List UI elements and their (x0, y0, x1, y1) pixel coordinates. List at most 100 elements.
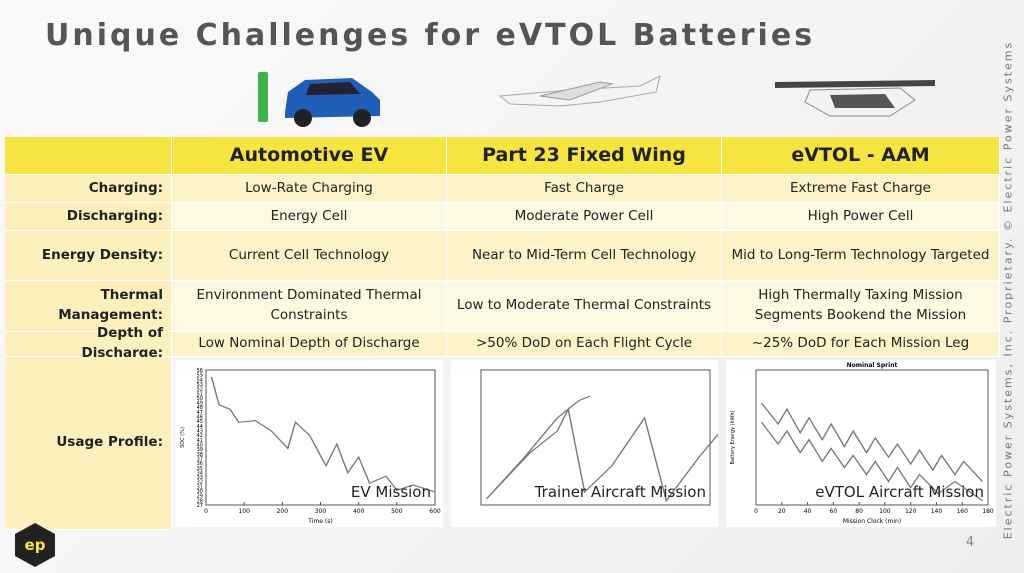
wing (539, 81, 614, 101)
x-tick-label: 60 (830, 508, 838, 515)
table-cell: Near to Mid-Term Cell Technology (447, 231, 722, 281)
table-cell: Environment Dominated Thermal Constraint… (172, 281, 447, 332)
usage-plot: Time (s) SOC (%) 0 100 200 300 400 500 600 272829… (176, 360, 443, 527)
y-tick-label: 50 (197, 396, 203, 402)
y-tick-label: 52 (197, 387, 203, 393)
x-tick-label: 100 (238, 508, 250, 515)
y-tick-label: 28 (197, 498, 203, 504)
plot-caption: eVTOL Aircraft Mission (815, 483, 984, 501)
row-label: Depth of Discharge: (5, 325, 172, 361)
car-window (306, 82, 360, 95)
y-tick-label: 40 (197, 442, 203, 448)
usage-plot: Trainer Aircraft Mission (451, 360, 718, 527)
table-cell: ~25% DoD for Each Mission Leg (722, 332, 1000, 357)
table-cell: High Thermally Taxing Mission Segments B… (722, 281, 1000, 332)
profile-curve (485, 395, 718, 503)
y-tick-label: 54 (197, 377, 203, 383)
x-tick-label: 140 (931, 508, 943, 515)
wheel (353, 109, 371, 127)
y-tick-label: 41 (197, 438, 203, 444)
table-cell: Energy Cell (172, 203, 447, 231)
y-tick-label: 56 (197, 368, 203, 374)
x-tick-label: 20 (778, 508, 786, 515)
table-cell: Low to Moderate Thermal Constraints (447, 281, 722, 332)
plot-caption: Trainer Aircraft Mission (534, 483, 706, 501)
logo-hex (15, 523, 55, 567)
y-tick-label: 36 (197, 461, 203, 467)
y-axis-label: Battery Energy (kWh) (730, 410, 736, 464)
y-tick-label: 48 (197, 405, 203, 411)
y-tick-label: 37 (197, 456, 203, 462)
y-tick-label: 47 (197, 410, 203, 416)
x-tick-label: 500 (391, 508, 403, 515)
table-cell: Low-Rate Charging (172, 175, 447, 203)
y-tick-label: 30 (197, 489, 203, 495)
x-axis-label: Mission Clock (min) (843, 518, 901, 525)
usage-plot: Nominal Sprint Mission Clock (min) Battery… (726, 360, 996, 527)
sidebar-text: Electric Power Systems, Inc. Proprietary… (1001, 40, 1015, 540)
x-tick-label: 100 (879, 508, 891, 515)
y-tick-label: 33 (197, 475, 203, 481)
logo: ep (15, 523, 55, 567)
y-tick-label: 49 (197, 401, 203, 407)
table-cell: Low Nominal Depth of Discharge (172, 332, 447, 357)
row-label: Energy Density: (5, 231, 172, 281)
y-tick-label: 45 (197, 419, 203, 425)
y-tick-label: 29 (197, 494, 203, 500)
column-header: Part 23 Fixed Wing (447, 137, 722, 175)
y-tick-label: 34 (197, 470, 203, 476)
logo-text: ep (25, 536, 46, 554)
y-tick-label: 46 (197, 415, 203, 421)
y-tick-label: 39 (197, 447, 203, 453)
row-label: Charging: (5, 175, 172, 203)
x-tick-label: 0 (204, 508, 208, 515)
column-header: eVTOL - AAM (722, 137, 1000, 175)
x-tick-label: 200 (277, 508, 289, 515)
x-tick-label: 300 (315, 508, 327, 515)
row-label: Discharging: (5, 203, 172, 231)
x-tick-label: 40 (804, 508, 812, 515)
table-cell: Extreme Fast Charge (722, 175, 1000, 203)
x-tick-label: 160 (956, 508, 968, 515)
table-cell: Moderate Power Cell (447, 203, 722, 231)
y-tick-label: 51 (197, 391, 203, 397)
evtol-cabin (830, 94, 895, 108)
column-header: Automotive EV (172, 137, 447, 175)
profile-curve (210, 376, 436, 493)
table-cell: Mid to Long-Term Technology Targeted (722, 231, 1000, 281)
x-tick-label: 120 (905, 508, 917, 515)
y-tick-label: 38 (197, 452, 203, 458)
x-tick-label: 80 (855, 508, 863, 515)
y-tick-label: 31 (197, 484, 203, 490)
y-tick-label: 44 (197, 424, 203, 430)
wheel (294, 109, 312, 127)
illustrations (258, 72, 935, 127)
x-tick-label: 180 (982, 508, 994, 515)
row-label: Thermal Management: (5, 281, 172, 332)
header-blank (5, 137, 172, 175)
charger (258, 72, 268, 122)
page-number: 4 (965, 535, 975, 550)
x-tick-label: 600 (429, 508, 441, 515)
y-tick-label: 32 (197, 480, 203, 486)
x-tick-label: 0 (754, 508, 758, 515)
plot-area (480, 369, 711, 506)
table-cell: >50% DoD on Each Flight Cycle (447, 332, 722, 357)
plot-area (755, 369, 989, 506)
x-axis-label: Time (s) (307, 518, 332, 525)
row-label: Usage Profile: (5, 357, 172, 530)
y-tick-label: 42 (197, 433, 203, 439)
table-cell: High Power Cell (722, 203, 1000, 231)
table-cell: Fast Charge (447, 175, 722, 203)
plot-caption: EV Mission (351, 483, 431, 501)
y-tick-label: 27 (197, 503, 203, 509)
y-tick-label: 55 (197, 373, 203, 379)
y-tick-label: 43 (197, 429, 203, 435)
slide-title: Unique Challenges for eVTOL Batteries (45, 18, 816, 53)
evtol-wing (775, 80, 935, 88)
table-cell: Current Cell Technology (172, 231, 447, 281)
x-tick-label: 400 (353, 508, 365, 515)
y-tick-label: 35 (197, 466, 203, 472)
y-axis-label: SOC (%) (180, 427, 186, 448)
